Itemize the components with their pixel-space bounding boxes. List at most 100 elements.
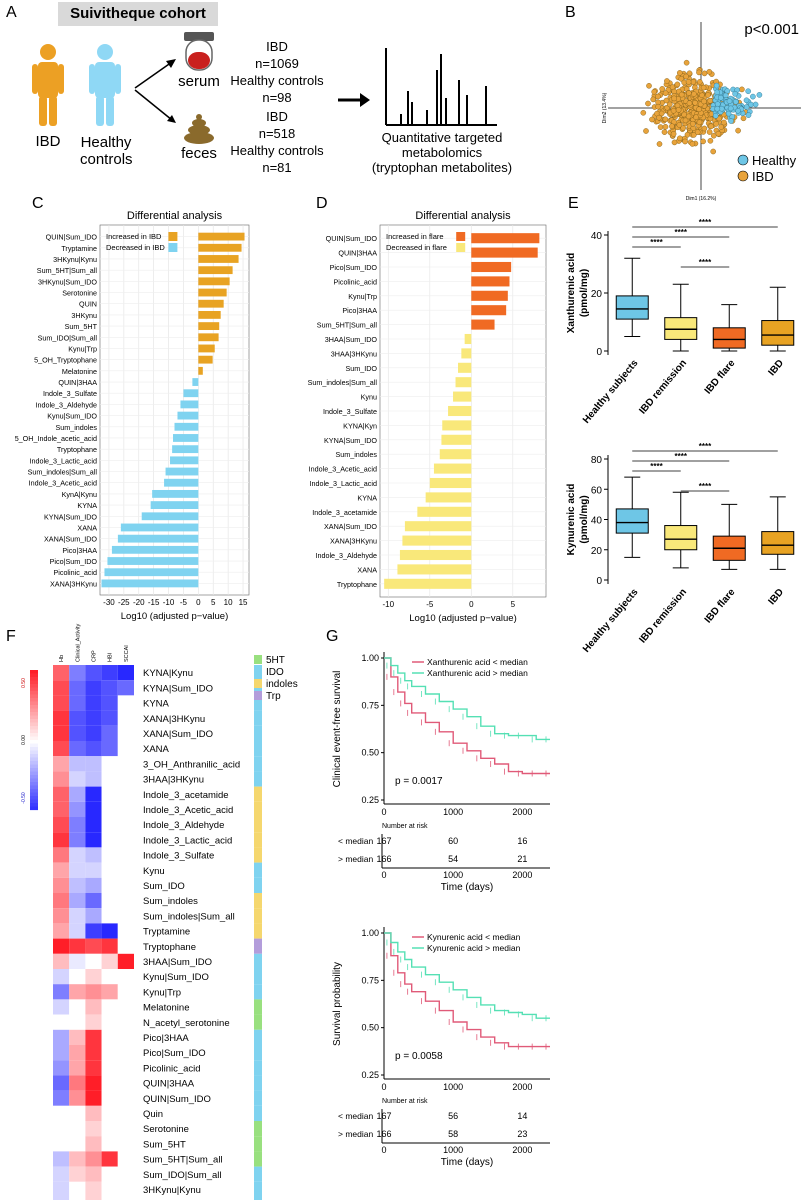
x-tick-label: -10 bbox=[163, 598, 175, 607]
heatmap-cell bbox=[85, 1105, 102, 1121]
y-axis-unit: (pmol/mg) bbox=[579, 269, 590, 317]
heatmap-cell bbox=[117, 1029, 134, 1045]
heatmap-cell bbox=[69, 923, 86, 939]
scatter-point-ibd bbox=[691, 132, 697, 138]
feces-ibd: IBD bbox=[266, 109, 288, 124]
x-tick-label: -30 bbox=[103, 598, 115, 607]
heatmap-cell bbox=[117, 1014, 134, 1030]
bar bbox=[107, 557, 199, 565]
scatter-point-ibd bbox=[682, 138, 688, 145]
x-tick-label: 5 bbox=[511, 600, 516, 609]
heatmap-cell bbox=[101, 695, 118, 711]
scatter-point-healthy bbox=[743, 97, 750, 104]
heatmap-cell bbox=[53, 953, 70, 969]
heatmap-cell bbox=[101, 710, 118, 726]
scatter-point-ibd bbox=[705, 92, 711, 98]
bar bbox=[198, 310, 221, 319]
bar bbox=[404, 521, 472, 532]
bar-category-label: Tryptophane bbox=[57, 445, 97, 454]
scatter-point-healthy bbox=[750, 93, 756, 100]
group-label: IBD remission bbox=[637, 358, 689, 417]
bar-category-label: 3HKynu|Sum_IDO bbox=[38, 277, 97, 286]
scale-cell bbox=[30, 680, 38, 685]
bar-category-label: Indole_3_Sulfate bbox=[43, 389, 97, 398]
heatmap-row-label: XANA|Sum_IDO bbox=[143, 729, 213, 740]
heatmap-cell bbox=[101, 1060, 118, 1076]
signif-stars: **** bbox=[650, 462, 663, 471]
heatmap-cell bbox=[101, 893, 118, 909]
scatter-point-ibd bbox=[674, 81, 681, 88]
heatmap-cell bbox=[101, 908, 118, 924]
scatter-point-ibd bbox=[646, 83, 652, 89]
scatter-point-healthy bbox=[718, 95, 724, 101]
heatmap-cell bbox=[101, 817, 118, 833]
y-tick-label: 0.75 bbox=[361, 975, 379, 985]
survival-curves: 0.25 0.50 0.75 1.00 0 1000 2000 Clinical event-… bbox=[332, 652, 550, 1168]
heatmap-cell bbox=[101, 953, 118, 969]
heatmap-cell bbox=[101, 1029, 118, 1045]
heatmap-cell bbox=[101, 1045, 118, 1061]
bar-category-label: Sum_5HT|Sum_all bbox=[317, 321, 378, 330]
bar bbox=[397, 564, 472, 575]
heatmap-row-label: 3HAA|Sum_IDO bbox=[143, 957, 212, 968]
bar bbox=[165, 467, 199, 476]
scatter-point-ibd bbox=[690, 79, 697, 85]
scatter-point-ibd bbox=[682, 117, 689, 124]
heatmap-cell bbox=[53, 877, 70, 893]
heatmap-cell bbox=[85, 847, 102, 863]
x-tick-label: 2000 bbox=[512, 807, 532, 817]
heatmap-row-label: XANA|3HKynu bbox=[143, 714, 205, 725]
scatter-point-ibd bbox=[686, 70, 693, 77]
heatmap-cell bbox=[117, 893, 134, 909]
heatmap-cell bbox=[85, 1136, 102, 1152]
scatter-point-ibd bbox=[655, 103, 661, 110]
x-tick-label: -15 bbox=[148, 598, 160, 607]
heatmap-cell bbox=[85, 969, 102, 985]
risk-count: 56 bbox=[448, 1111, 458, 1121]
scale-cell bbox=[30, 789, 38, 793]
heatmap-cell bbox=[69, 1136, 86, 1152]
pca-plot: p<0.001 Dim1 (16.2%) Dim2 (13.4%) HealthyIB… bbox=[602, 21, 801, 202]
bar-category-label: Picolinic_acid bbox=[333, 277, 377, 286]
row-group-marker bbox=[254, 847, 262, 863]
heatmap-cell bbox=[69, 832, 86, 848]
bar-category-label: 5_OH_Indole_acetic_acid bbox=[15, 434, 97, 443]
bar bbox=[172, 445, 199, 454]
row-group-marker bbox=[254, 771, 262, 787]
heatmap-cell bbox=[69, 756, 86, 772]
heatmap-cell bbox=[85, 756, 102, 772]
scale-cell bbox=[30, 757, 38, 762]
method-line3: (tryptophan metabolites) bbox=[371, 160, 513, 175]
bar bbox=[192, 378, 199, 386]
bar-category-label: XANA|Sum_IDO bbox=[324, 522, 377, 531]
heatmap-cell bbox=[53, 1121, 70, 1137]
scatter-point-ibd bbox=[650, 96, 657, 103]
panel-label-d: D bbox=[316, 195, 328, 212]
bar bbox=[471, 305, 507, 316]
heatmap-cell bbox=[117, 817, 134, 833]
scatter-point-ibd bbox=[708, 123, 714, 130]
bar bbox=[120, 523, 199, 532]
heatmap-cell bbox=[117, 1151, 134, 1167]
bar bbox=[417, 506, 472, 517]
bar-category-label: KYNA|Sum_IDO bbox=[44, 512, 97, 521]
bar-category-label: Indole_3_acetamide bbox=[312, 508, 377, 517]
legend-low-label: Kynurenic acid < median bbox=[427, 932, 521, 942]
group-label: IBD flare bbox=[703, 587, 738, 626]
pca-ylabel: Dim2 (13.4%) bbox=[602, 92, 608, 123]
km-curve bbox=[384, 932, 550, 1048]
risk-low-label: < median bbox=[338, 1111, 373, 1121]
scatter-point-ibd bbox=[675, 107, 682, 113]
heatmap-cell bbox=[53, 1014, 70, 1030]
scale-cell bbox=[30, 694, 38, 699]
heatmap-cell bbox=[53, 1151, 70, 1167]
heatmap-cell bbox=[53, 680, 70, 696]
scatter-point-ibd bbox=[713, 121, 719, 127]
y-axis-label: Kynurenic acid bbox=[566, 484, 577, 556]
scale-cell bbox=[30, 687, 38, 692]
row-group-marker bbox=[254, 984, 262, 1000]
heatmap-cell bbox=[69, 1029, 86, 1045]
scatter-point-ibd bbox=[685, 79, 692, 85]
group-legend-swatch bbox=[254, 655, 262, 664]
